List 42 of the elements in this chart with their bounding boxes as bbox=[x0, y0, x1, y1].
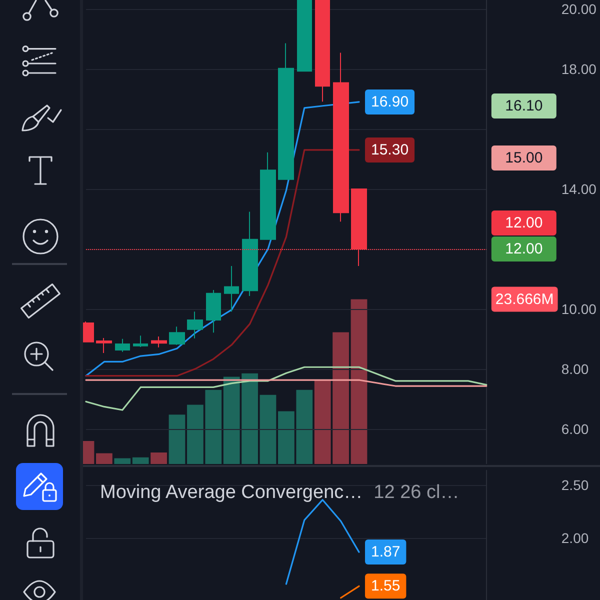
candlestick bbox=[96, 338, 112, 354]
candlestick bbox=[133, 335, 148, 348]
candlestick bbox=[115, 338, 130, 352]
bar bbox=[114, 458, 131, 464]
candlestick bbox=[260, 152, 276, 240]
bar bbox=[168, 414, 186, 464]
y-tick-label: 2.00 bbox=[561, 530, 589, 546]
bar bbox=[132, 457, 149, 464]
annotation: 23.666M bbox=[495, 290, 554, 308]
y-tick-label: 18.00 bbox=[561, 60, 597, 77]
y-tick-label: 8.00 bbox=[561, 360, 589, 377]
candlestick bbox=[242, 211, 258, 297]
bar bbox=[96, 453, 112, 464]
text: 12 26 cl… bbox=[374, 482, 460, 503]
text: 12.00 bbox=[505, 240, 543, 258]
candlestick bbox=[333, 52, 349, 222]
candlestick bbox=[278, 42, 294, 180]
line-series bbox=[85, 149, 360, 377]
y-tick-label: 2.50 bbox=[561, 476, 589, 493]
ref-line-label: 12.00 bbox=[505, 214, 543, 232]
bar bbox=[150, 452, 167, 464]
candlestick bbox=[315, 0, 330, 102]
data-label: 1.55 bbox=[370, 578, 400, 595]
y-tick-label: 20.00 bbox=[561, 1, 597, 17]
y-tick-label: 14.00 bbox=[561, 180, 597, 197]
text: Moving Average Convergenc… bbox=[100, 482, 363, 503]
data-label: 15.30 bbox=[370, 141, 409, 158]
line-series bbox=[85, 366, 488, 411]
candlestick bbox=[206, 290, 221, 334]
text: 15.00 bbox=[505, 150, 543, 166]
text: 16.10 bbox=[505, 98, 543, 114]
candlestick bbox=[297, 0, 312, 72]
data-label: 16.90 bbox=[370, 93, 409, 110]
candlestick bbox=[187, 311, 203, 339]
bar bbox=[260, 394, 276, 464]
bar bbox=[350, 299, 368, 464]
data-label: 1.87 bbox=[370, 544, 400, 561]
y-tick-label: 10.00 bbox=[561, 300, 597, 317]
candlestick bbox=[151, 336, 167, 348]
candlestick bbox=[169, 326, 185, 346]
candlestick bbox=[224, 266, 239, 312]
y-tick-label: 6.00 bbox=[561, 420, 589, 437]
